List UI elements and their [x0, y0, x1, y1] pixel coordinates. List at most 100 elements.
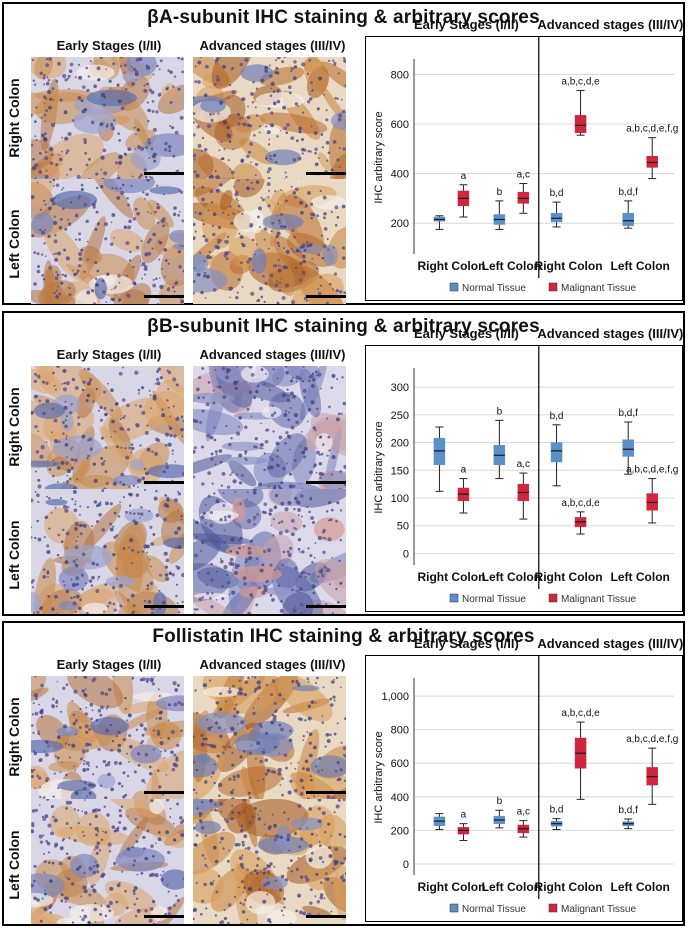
micrograph-right-early: [31, 366, 184, 496]
image-col-header-early: Early Stages (I/II): [56, 38, 162, 53]
legend-swatch-normal: [449, 903, 459, 913]
panel-follistatin: Follistatin IHC staining & arbitrary sco…: [2, 621, 685, 926]
box-malignant: [646, 156, 658, 168]
significance-label: b: [497, 796, 503, 807]
legend-swatch-malignant: [548, 593, 558, 603]
significance-label: a,c: [517, 459, 530, 470]
box-normal: [550, 213, 563, 223]
significance-label: b,d,f: [618, 187, 638, 198]
y-tick-label: 200: [391, 218, 409, 230]
y-axis-label: IHC arbitrary score: [373, 421, 385, 513]
image-col-header-early: Early Stages (I/II): [56, 347, 162, 362]
significance-label: a,c: [517, 807, 530, 818]
micrograph-left-advanced: [193, 799, 346, 924]
panel-beta-b: βB-subunit IHC staining & arbitrary scor…: [2, 311, 685, 616]
significance-label: a,b,c,d,e: [561, 498, 600, 509]
y-tick-label: 1,000: [381, 691, 409, 703]
category-label: Left Colon: [482, 570, 541, 584]
significance-label: a,b,c,d,e: [561, 77, 600, 88]
significance-label: a,c: [517, 170, 530, 181]
y-axis-label: IHC arbitrary score: [373, 111, 385, 203]
category-label: Left Colon: [482, 259, 541, 273]
scale-bar: [306, 172, 346, 175]
legend-swatch-normal: [449, 282, 459, 292]
category-label: Left Colon: [611, 880, 670, 894]
chart-group-header: Early Stages (I/II): [414, 17, 519, 32]
significance-label: a,b,c,d,e,f,g: [626, 734, 678, 745]
scale-bar: [144, 172, 184, 175]
micrograph-texture: [193, 57, 346, 187]
micrograph-texture: [31, 57, 184, 187]
chart-group-header: Advanced stages (III/IV): [537, 636, 683, 651]
micrograph-left-advanced: [193, 489, 346, 614]
scale-bar: [306, 295, 346, 298]
panel-title: βB-subunit IHC staining & arbitrary scor…: [147, 316, 540, 337]
legend-label-malignant: Malignant Tissue: [561, 594, 636, 605]
box-normal: [622, 213, 634, 226]
scale-bar: [144, 481, 184, 484]
legend-label-normal: Normal Tissue: [462, 283, 526, 294]
significance-label: b,d,f: [618, 805, 638, 816]
micrograph-texture: [31, 676, 184, 806]
micrograph-texture: [193, 799, 346, 924]
chart-group-header: Early Stages (I/II): [414, 636, 519, 651]
micrograph-texture: [31, 179, 184, 304]
image-col-header-early: Early Stages (I/II): [56, 657, 162, 672]
scale-bar: [144, 791, 184, 794]
scale-bar: [306, 791, 346, 794]
significance-label: a,b,c,d,e,f,g: [626, 124, 678, 135]
image-col-header-advanced: Advanced stages (III/IV): [199, 347, 346, 362]
micrograph-texture: [193, 366, 346, 496]
micrograph-left-advanced: [193, 179, 346, 304]
micrograph-right-advanced: [193, 676, 346, 806]
image-col-header-advanced: Advanced stages (III/IV): [199, 657, 346, 672]
significance-label: b,d,f: [618, 408, 638, 419]
category-label: Left Colon: [611, 259, 670, 273]
y-tick-label: 300: [391, 382, 409, 394]
scale-bar: [306, 605, 346, 608]
category-label: Left Colon: [611, 570, 670, 584]
y-tick-label: 800: [391, 725, 409, 737]
y-tick-label: 400: [391, 792, 409, 804]
micrograph-right-advanced: [193, 57, 346, 187]
micrograph-right-advanced: [193, 366, 346, 496]
legend-swatch-normal: [449, 593, 459, 603]
scale-bar: [306, 481, 346, 484]
legend-swatch-malignant: [548, 903, 558, 913]
micrograph-left-early: [31, 489, 184, 614]
micrograph-texture: [31, 366, 184, 496]
legend-label-malignant: Malignant Tissue: [561, 904, 636, 915]
scale-bar: [144, 295, 184, 298]
y-tick-label: 400: [391, 169, 409, 181]
y-tick-label: 100: [391, 493, 409, 505]
significance-label: a,b,c,d,e,f,g: [626, 465, 678, 476]
significance-label: b,d: [550, 805, 564, 816]
category-label: Left Colon: [482, 880, 541, 894]
row-label-left-colon: Left Colon: [6, 209, 22, 279]
chart-group-header: Early Stages (I/II): [414, 326, 519, 341]
row-label-left-colon: Left Colon: [6, 830, 22, 900]
category-label: Right Colon: [417, 880, 485, 894]
significance-label: b,d: [550, 411, 564, 422]
box-plot-chart: Early Stages (I/II) Advanced stages (III/…: [365, 326, 683, 612]
micrograph-left-early: [31, 799, 184, 924]
significance-label: a: [461, 171, 467, 182]
y-tick-label: 250: [391, 410, 409, 422]
micrograph-texture: [31, 489, 184, 614]
micrograph-right-early: [31, 676, 184, 806]
box-normal: [622, 439, 634, 457]
category-label: Right Colon: [535, 570, 603, 584]
category-label: Right Colon: [417, 259, 485, 273]
significance-label: a: [461, 810, 467, 821]
micrograph-texture: [193, 179, 346, 304]
micrograph-texture: [193, 489, 346, 614]
row-label-left-colon: Left Colon: [6, 520, 22, 590]
row-label-right-colon: Right Colon: [6, 387, 22, 467]
significance-label: b: [497, 187, 503, 198]
row-label-right-colon: Right Colon: [6, 697, 22, 777]
box-malignant: [574, 115, 587, 133]
significance-label: b,d: [550, 188, 564, 199]
micrograph-right-early: [31, 57, 184, 187]
chart-group-header: Advanced stages (III/IV): [537, 326, 683, 341]
row-label-right-colon: Right Colon: [6, 78, 22, 158]
